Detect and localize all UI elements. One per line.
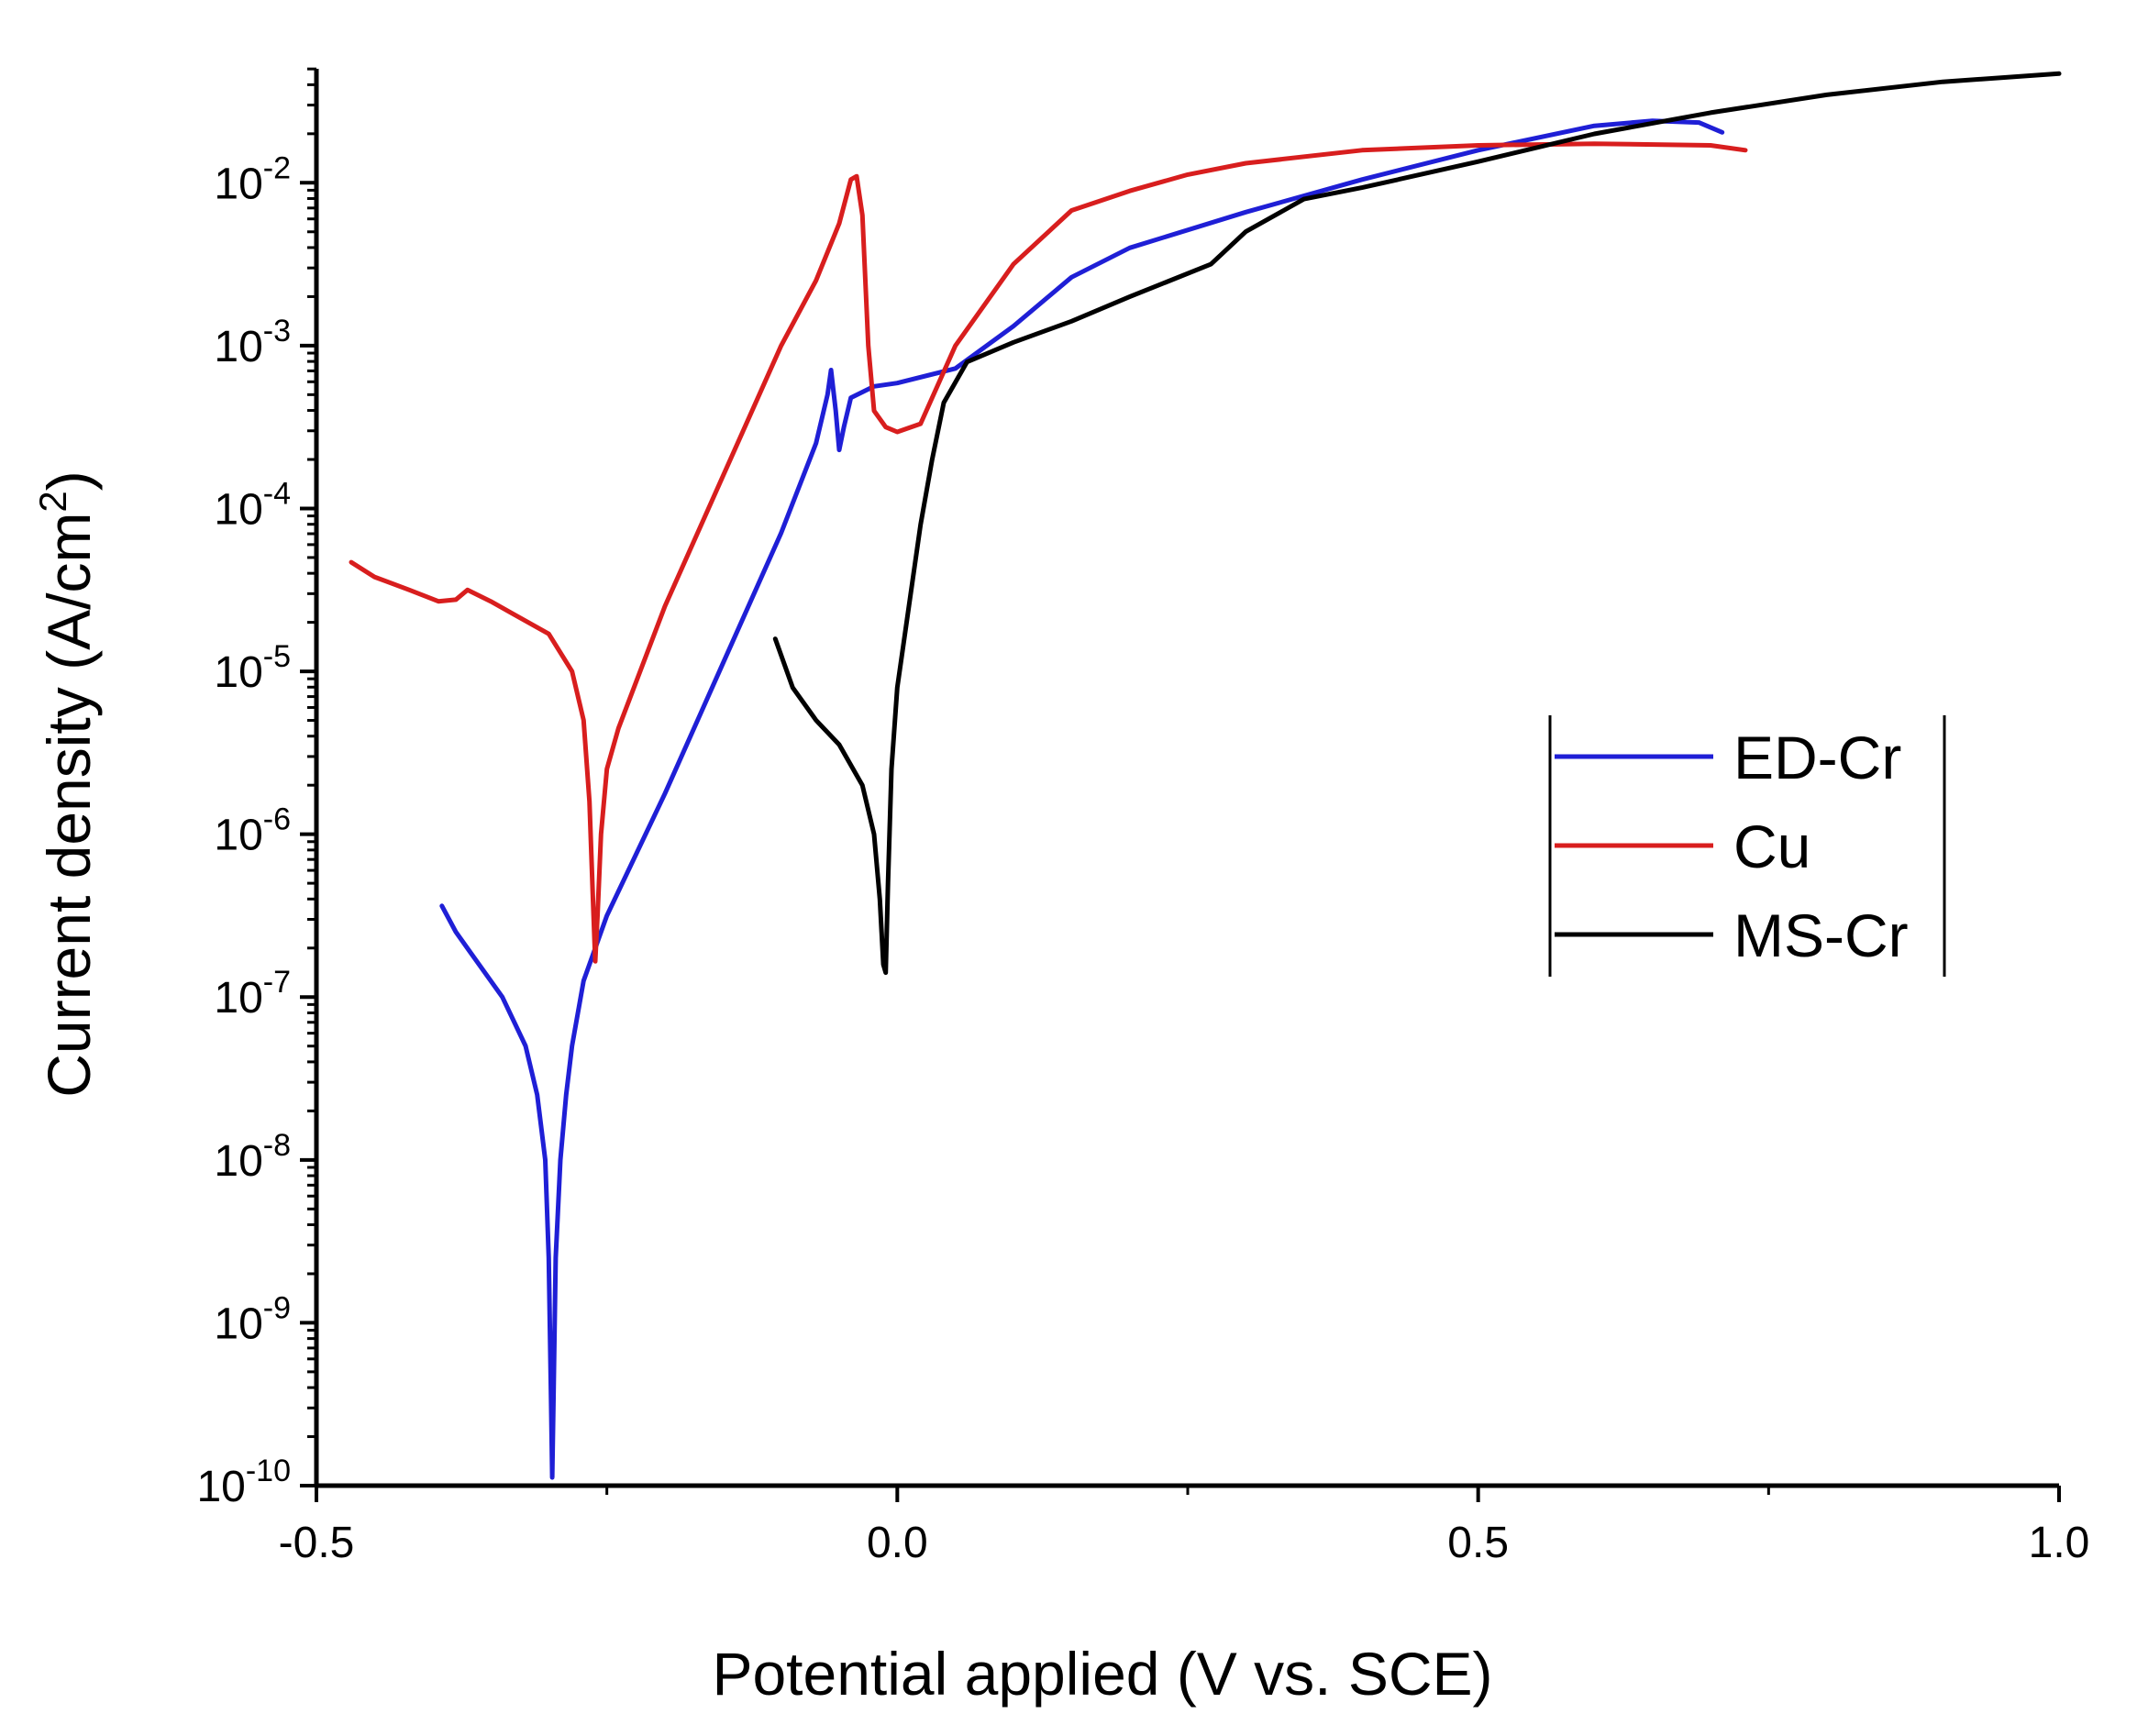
- y-tick-label: 10-3: [214, 314, 291, 371]
- x-tick-label: 1.0: [2029, 1519, 2090, 1567]
- legend-label: ED-Cr: [1733, 724, 1901, 791]
- y-tick-label: 10-10: [196, 1454, 291, 1511]
- ticks-layer: 10-10 10-9 10-8 10-7 10-6 10-5 10-4 10-3 10-2 -0.…: [196, 67, 2090, 1567]
- y-axis-title-main: Current density (A/cm: [35, 513, 103, 1098]
- y-tick-label: 10-9: [214, 1290, 291, 1348]
- series-line-ms-cr: [772, 71, 2062, 976]
- y-tick-label: 10-8: [214, 1128, 291, 1186]
- y-tick-label: 10-2: [214, 150, 291, 208]
- legend-label: MS-Cr: [1733, 901, 1909, 969]
- y-axis-title-superscript: 2: [31, 491, 74, 512]
- series-line-cu: [349, 141, 1748, 964]
- y-tick-label: 10-6: [214, 802, 291, 860]
- y-tick-label: 10-7: [214, 965, 291, 1023]
- legend: ED-Cr Cu MS-Cr: [1548, 715, 1946, 977]
- x-tick-label: 0.5: [1447, 1519, 1509, 1567]
- legend-label: Cu: [1733, 813, 1810, 880]
- y-tick-label: 10-4: [214, 476, 291, 534]
- y-tick-label: 10-5: [214, 639, 291, 697]
- series-layer: [349, 71, 2062, 1480]
- series-line-ed-cr: [439, 118, 1725, 1480]
- x-tick-label: -0.5: [279, 1519, 355, 1567]
- x-tick-label: 0.0: [867, 1519, 928, 1567]
- y-axis-title: Current density (A/cm2): [31, 470, 103, 1098]
- y-axis-title-end: ): [35, 470, 103, 491]
- x-axis-title: Potential applied (V vs. SCE): [712, 1640, 1492, 1708]
